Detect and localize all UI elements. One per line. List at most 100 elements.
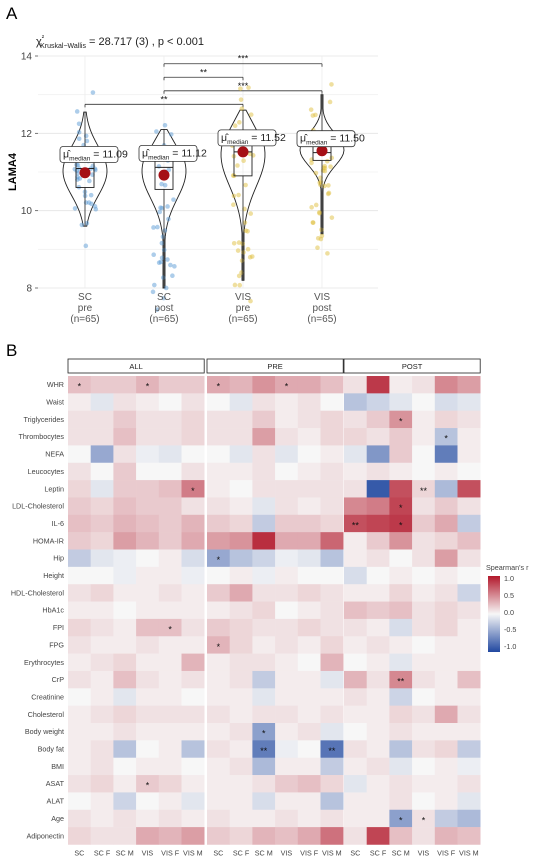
heatmap-cell (412, 827, 436, 845)
heatmap-cell (113, 428, 137, 446)
heatmap-cell (181, 566, 205, 585)
x-category-label: (n=65) (149, 314, 178, 325)
heatmap-cell (389, 723, 413, 741)
row-label: HOMA-IR (33, 536, 64, 545)
column-label: VIS M (459, 848, 479, 857)
heatmap-cell (389, 757, 413, 776)
heatmap-cell (136, 653, 160, 672)
heatmap-cell (136, 462, 160, 481)
x-category-label: post (313, 303, 332, 314)
heatmap-cell (68, 480, 91, 498)
heatmap-cell (457, 775, 481, 793)
heatmap-cell (457, 705, 481, 724)
heatmap-cell (275, 688, 299, 706)
heatmap-cell (320, 566, 344, 585)
heatmap-cell (457, 653, 481, 672)
heatmap-cell (366, 705, 390, 724)
heatmap-cell (68, 445, 91, 464)
row-label: ALAT (47, 797, 65, 806)
data-point (79, 222, 85, 228)
heatmap-cell (229, 514, 253, 533)
heatmap-cell (320, 462, 344, 481)
data-point (159, 255, 165, 261)
heatmap-cell (434, 549, 458, 568)
heatmap-cell (389, 514, 413, 533)
heatmap-cell (275, 723, 299, 741)
heatmap-cell (207, 688, 230, 706)
data-point (236, 240, 242, 245)
median-symbol: μ̂ (221, 132, 229, 144)
heatmap-cell (412, 757, 436, 776)
heatmap-cell (457, 740, 481, 758)
x-category-label: (n=65) (70, 314, 99, 325)
heatmap-cell (366, 566, 390, 585)
median-label: μ̂median = 11.09 (63, 149, 128, 163)
facet-strip (206, 358, 344, 374)
heatmap-cell (344, 636, 367, 654)
data-point (238, 97, 244, 102)
heatmap-cell (344, 549, 367, 568)
heatmap-cell (158, 601, 182, 620)
median-subscript: median (306, 140, 328, 147)
heatmap-cell (366, 549, 390, 568)
heatmap-cell (366, 376, 390, 394)
heatmap-cell (366, 827, 390, 845)
heatmap-cell (297, 809, 321, 828)
heatmap-cell (90, 584, 114, 602)
heatmap-cell (412, 514, 436, 533)
heatmap-cell (412, 445, 436, 464)
heatmap-cell (90, 636, 114, 654)
data-point (158, 259, 164, 265)
heatmap-cell (158, 618, 182, 637)
heatmap-cell (275, 636, 299, 654)
heatmap-cell (181, 705, 205, 724)
heatmap-cell (297, 723, 321, 741)
data-point (83, 133, 89, 139)
heatmap-cell (297, 393, 321, 411)
heatmap-cell (181, 497, 205, 516)
heatmap-cell (158, 549, 182, 568)
heatmap-cell (320, 428, 344, 446)
heatmap-cell (90, 549, 114, 568)
heatmap-cell (366, 514, 390, 533)
heatmap-cell (275, 549, 299, 568)
heatmap-cell (90, 792, 114, 811)
median-symbol: μ̂ (300, 133, 308, 145)
heatmap-cell (434, 775, 458, 793)
heatmap-cell (344, 723, 367, 741)
heatmap-cell (181, 775, 205, 793)
heatmap-cell (207, 532, 230, 550)
heatmap-cell (90, 809, 114, 828)
heatmap-cell (297, 653, 321, 672)
x-category-label: (n=65) (228, 314, 257, 325)
data-point (150, 289, 156, 295)
heatmap-cell (297, 445, 321, 464)
heatmap-cell (181, 653, 205, 672)
data-point (245, 228, 250, 234)
facet-title: POST (402, 362, 423, 371)
heatmap-cell (90, 566, 114, 585)
heatmap-cell (158, 827, 182, 845)
data-point (318, 182, 323, 188)
stat-symbol: χ (36, 36, 42, 48)
legend-tick-label: 1.0 (504, 574, 514, 583)
heatmap-cell (320, 480, 344, 498)
heatmap-cell (90, 393, 114, 411)
data-point (309, 205, 314, 210)
heatmap-cell (366, 792, 390, 811)
heatmap-cell (297, 566, 321, 585)
heatmap-cell (68, 740, 91, 758)
significance-stars: * (399, 416, 403, 426)
heatmap-cell (434, 393, 458, 411)
heatmap-cell (320, 775, 344, 793)
data-point (165, 204, 170, 209)
heatmap-cell (297, 618, 321, 637)
heatmap-cell (158, 740, 182, 758)
data-point (239, 106, 245, 111)
heatmap-cell (68, 757, 91, 776)
column-label: SC F (94, 848, 111, 857)
heatmap-cell (252, 757, 276, 776)
y-tick-label: 14 (21, 52, 33, 63)
heatmap-cell (320, 618, 344, 637)
heatmap-cell (320, 740, 344, 758)
